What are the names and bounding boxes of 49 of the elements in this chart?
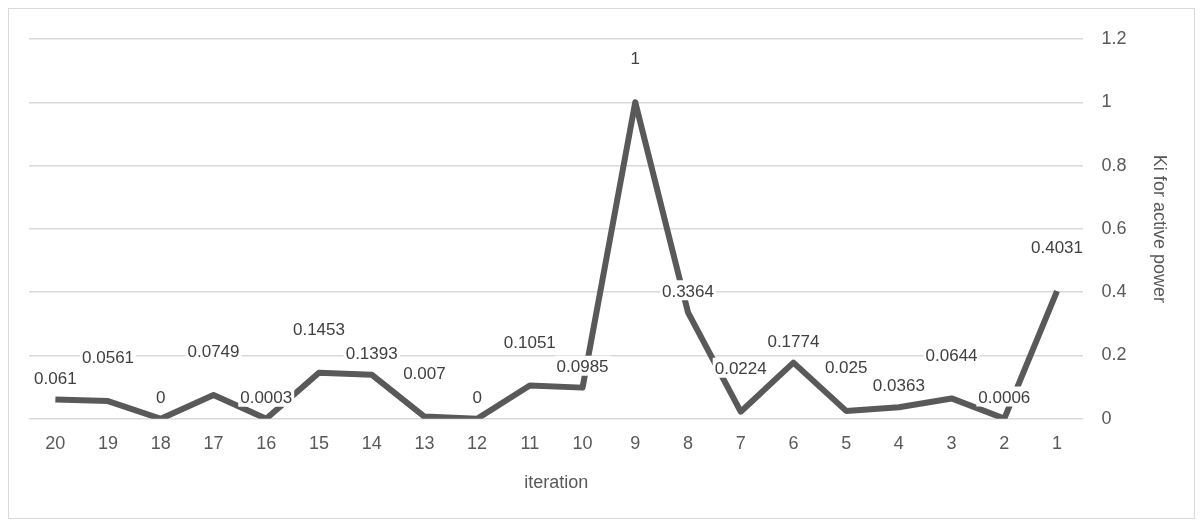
data-label: 1 (630, 49, 640, 69)
data-label: 0.007 (403, 363, 446, 383)
data-label: 0.0561 (82, 348, 135, 368)
x-tick-label: 13 (414, 432, 435, 453)
data-label: 0.0749 (187, 342, 240, 362)
data-label: 0.0003 (240, 387, 293, 407)
data-label: 0.1774 (767, 331, 820, 351)
data-label: 0.0363 (872, 376, 925, 396)
x-tick-label: 12 (467, 432, 488, 453)
data-label: 0.1393 (345, 343, 398, 363)
data-label: 0.4031 (1031, 238, 1084, 258)
x-tick-label: 18 (150, 432, 171, 453)
x-tick-label: 14 (361, 432, 382, 453)
data-label: 0.061 (34, 368, 77, 388)
data-label: 0.0006 (978, 387, 1031, 407)
y2-tick-label: 1.2 (1101, 27, 1127, 48)
x-tick-label: 7 (735, 432, 746, 453)
y2-tick-label: 0.8 (1101, 154, 1127, 175)
x-tick-label: 1 (1052, 432, 1063, 453)
x-tick-label: 20 (45, 432, 66, 453)
x-tick-label: 16 (256, 432, 277, 453)
y2-tick-label: 0.2 (1101, 344, 1127, 365)
x-tick-label: 8 (682, 432, 693, 453)
x-axis-title: iteration (524, 472, 589, 493)
y2-tick-label: 0.4 (1101, 281, 1127, 302)
x-tick-label: 5 (841, 432, 852, 453)
x-tick-label: 19 (98, 432, 119, 453)
x-tick-label: 11 (520, 432, 540, 453)
x-tick-label: 9 (630, 432, 641, 453)
data-label: 0 (156, 387, 166, 407)
data-label: 0.1453 (292, 320, 345, 339)
data-label: 0.0224 (714, 358, 767, 378)
y2-tick-label: 0 (1101, 407, 1112, 428)
y2-axis-title: Ki for active power (1150, 154, 1171, 303)
x-tick-label: 10 (572, 432, 593, 453)
y2-tick-label: 1 (1101, 91, 1112, 112)
data-label: 0.0985 (556, 356, 609, 376)
data-label: 0.3364 (661, 281, 714, 301)
data-label: 0.1051 (503, 332, 556, 352)
x-tick-label: 2 (999, 432, 1010, 453)
x-tick-label: 3 (946, 432, 957, 453)
data-label: 0.0644 (925, 345, 978, 365)
data-label: 0.025 (824, 358, 868, 378)
y2-tick-label: 0.6 (1101, 217, 1127, 238)
x-tick-label: 4 (893, 432, 904, 453)
x-tick-label: 6 (788, 432, 799, 453)
x-tick-label: 17 (203, 432, 224, 453)
data-label: 0 (472, 387, 482, 407)
x-tick-label: 15 (308, 432, 329, 453)
